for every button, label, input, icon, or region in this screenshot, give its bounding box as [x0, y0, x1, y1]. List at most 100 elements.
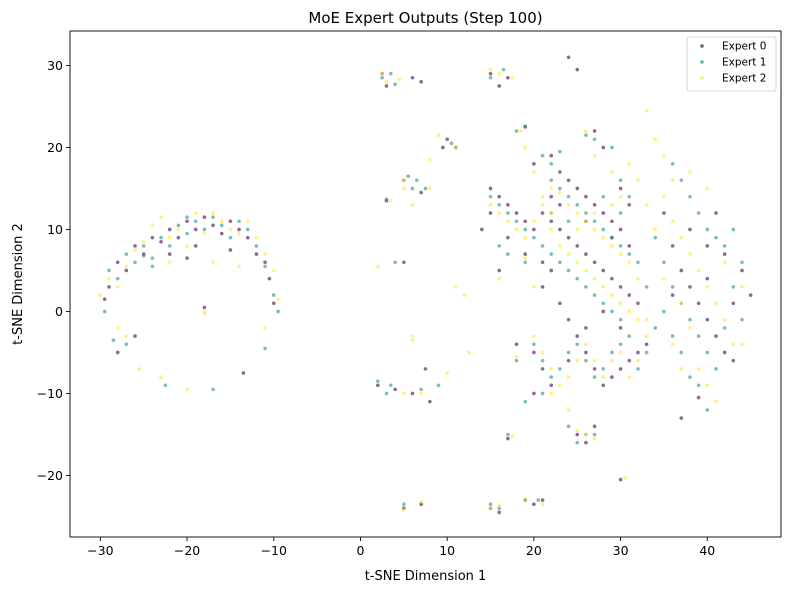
data-point	[618, 227, 623, 232]
data-point	[679, 235, 684, 240]
data-point	[670, 285, 675, 289]
data-point	[540, 391, 545, 396]
data-point	[380, 75, 384, 80]
data-point	[740, 268, 744, 273]
data-point	[245, 227, 250, 232]
data-point	[549, 391, 554, 396]
data-point	[592, 358, 597, 363]
data-point	[185, 387, 189, 392]
data-point	[558, 149, 562, 154]
data-point	[575, 342, 580, 347]
data-point	[558, 260, 562, 265]
data-point	[670, 178, 675, 183]
data-point	[523, 145, 528, 150]
data-point	[610, 276, 614, 281]
data-point	[488, 186, 493, 191]
data-point	[393, 82, 397, 87]
data-point	[575, 244, 580, 248]
data-point	[696, 395, 701, 400]
data-point	[133, 334, 137, 338]
data-point	[610, 350, 614, 355]
data-point	[159, 235, 163, 240]
data-point	[549, 162, 554, 166]
data-point	[115, 276, 120, 281]
data-point	[601, 211, 606, 215]
data-point	[402, 502, 406, 507]
data-point	[705, 317, 710, 322]
data-point	[384, 391, 389, 396]
data-point	[601, 268, 606, 273]
data-point	[419, 387, 423, 392]
legend-swatch-expert-0	[700, 44, 704, 48]
data-point	[219, 219, 224, 224]
data-point	[102, 297, 107, 301]
data-point	[228, 227, 233, 232]
data-point	[714, 235, 718, 240]
data-point	[419, 391, 423, 396]
data-point	[575, 211, 580, 215]
data-point	[618, 178, 623, 183]
data-point	[610, 219, 614, 224]
data-point	[532, 342, 536, 347]
data-point	[662, 211, 666, 215]
data-point	[488, 194, 493, 199]
data-point	[636, 358, 640, 363]
data-point	[480, 227, 484, 232]
data-point	[722, 350, 727, 355]
data-point	[566, 358, 571, 363]
x-tick-label: 30	[613, 543, 629, 558]
data-point	[532, 162, 536, 166]
data-point	[705, 276, 710, 281]
data-point	[506, 252, 510, 256]
data-point	[167, 252, 172, 256]
data-point	[722, 317, 727, 322]
data-point	[644, 350, 649, 355]
data-point	[740, 285, 744, 289]
data-point	[653, 227, 658, 232]
data-point	[176, 235, 181, 240]
data-point	[536, 498, 541, 502]
data-point	[514, 129, 519, 133]
data-point	[627, 293, 632, 297]
data-point	[592, 375, 597, 379]
data-point	[679, 416, 684, 420]
data-point	[670, 334, 675, 338]
data-point	[679, 301, 684, 306]
data-point	[584, 358, 588, 363]
data-point	[592, 129, 597, 133]
data-point	[636, 301, 640, 306]
data-point	[176, 227, 181, 232]
data-point	[497, 276, 502, 281]
data-point	[211, 211, 215, 215]
data-point	[679, 178, 684, 183]
data-point	[445, 371, 449, 375]
data-point	[488, 203, 493, 207]
data-point	[445, 137, 449, 142]
data-point	[740, 317, 744, 322]
data-point	[566, 317, 571, 322]
data-point	[510, 434, 515, 438]
data-point	[193, 244, 198, 248]
data-point	[488, 71, 493, 76]
data-point	[610, 203, 614, 207]
data-point	[601, 301, 606, 306]
data-point	[636, 317, 640, 322]
data-point	[584, 432, 588, 437]
data-point	[566, 350, 571, 355]
data-point	[688, 252, 692, 256]
data-point	[419, 190, 423, 195]
data-point	[584, 219, 588, 224]
data-point	[501, 67, 506, 72]
data-point	[410, 203, 415, 207]
data-point	[670, 342, 675, 347]
y-tick-label: 20	[47, 140, 63, 155]
legend-label-expert-2: Expert 2	[722, 73, 766, 85]
data-point	[415, 178, 419, 183]
data-point	[263, 326, 267, 330]
data-point	[202, 305, 207, 310]
data-point	[540, 194, 545, 199]
data-point	[584, 211, 588, 215]
data-point	[115, 285, 120, 289]
data-point	[384, 197, 389, 201]
